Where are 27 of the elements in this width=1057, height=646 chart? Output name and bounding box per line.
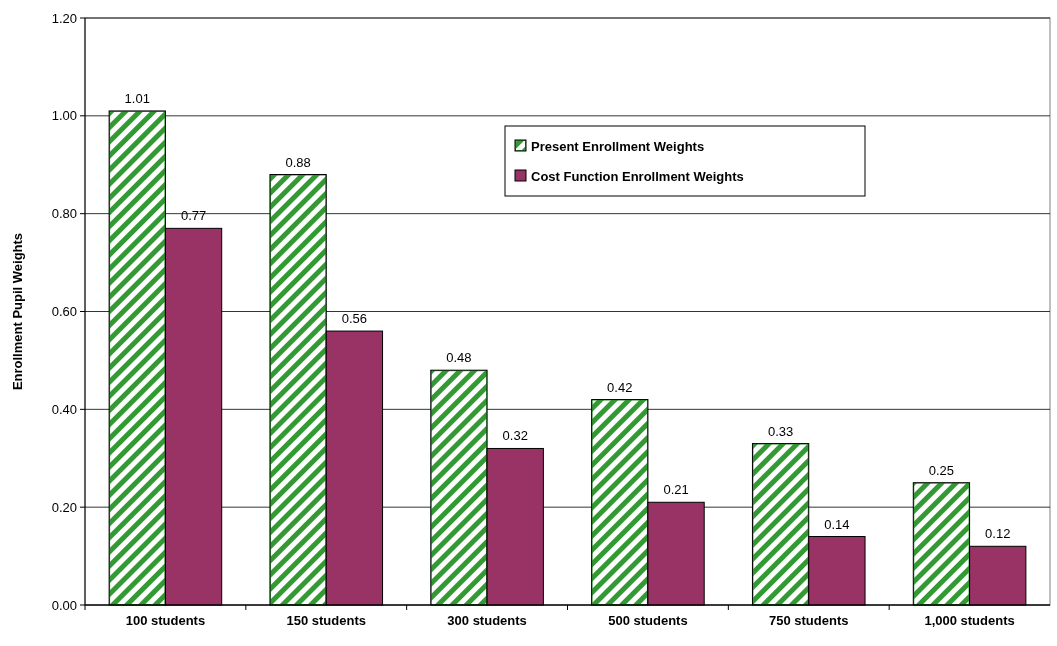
y-tick-label: 0.20 (51, 499, 77, 515)
y-axis-title: Enrollment Pupil Weights (10, 232, 25, 391)
data-label: 0.12 (985, 526, 1011, 542)
y-tick-label: 0.00 (51, 597, 77, 613)
y-tick-label: 1.20 (51, 10, 77, 26)
data-label: 1.01 (124, 90, 150, 106)
legend-label: Present Enrollment Weights (531, 138, 705, 154)
data-label: 0.48 (446, 350, 472, 366)
data-label: 0.21 (663, 482, 689, 498)
legend-label: Cost Function Enrollment Weights (531, 168, 744, 184)
y-tick-label: 0.60 (51, 304, 77, 320)
x-tick-label: 1,000 students (924, 613, 1015, 628)
x-tick-label: 100 students (125, 613, 206, 628)
x-tick-label: 300 students (447, 613, 527, 628)
y-tick-label: 0.80 (51, 206, 77, 222)
x-tick-label: 500 students (608, 613, 688, 628)
data-label: 0.14 (824, 516, 850, 532)
data-label: 0.33 (767, 423, 794, 439)
x-tick-label: 750 students (769, 613, 849, 628)
data-label: 0.56 (341, 311, 368, 327)
x-tick-label: 150 students (286, 613, 366, 628)
data-label: 0.42 (607, 379, 633, 395)
data-label: 0.25 (928, 462, 955, 478)
y-tick-label: 0.40 (51, 401, 77, 417)
data-label: 0.88 (285, 154, 311, 170)
y-tick-label: 1.00 (51, 108, 77, 124)
data-label: 0.32 (502, 428, 528, 444)
